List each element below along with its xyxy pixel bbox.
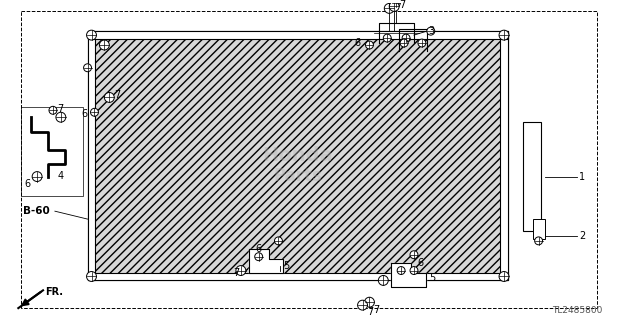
Text: TL2485800: TL2485800 (552, 306, 603, 315)
Circle shape (499, 271, 509, 281)
Polygon shape (249, 249, 284, 273)
Bar (88, 31, 508, 280)
Circle shape (365, 297, 374, 307)
Bar (88, 31, 95, 280)
Text: B-60: B-60 (23, 206, 50, 216)
Circle shape (90, 108, 99, 116)
Polygon shape (391, 263, 426, 287)
Text: 4: 4 (58, 171, 64, 181)
Text: 7: 7 (115, 91, 120, 100)
Circle shape (418, 39, 426, 47)
Text: 6: 6 (417, 258, 423, 268)
Circle shape (383, 34, 391, 42)
Bar (500, 31, 508, 280)
Circle shape (104, 93, 115, 102)
Text: 5: 5 (429, 273, 435, 284)
Circle shape (236, 266, 246, 276)
Text: 5: 5 (284, 261, 290, 271)
Text: FR.: FR. (45, 287, 63, 297)
Circle shape (365, 41, 373, 49)
Text: 6: 6 (256, 244, 262, 254)
Circle shape (384, 4, 394, 13)
Text: 7: 7 (367, 307, 374, 317)
Text: 7: 7 (233, 268, 239, 278)
Circle shape (400, 39, 408, 47)
Text: 2: 2 (579, 231, 586, 241)
Text: 6: 6 (82, 109, 88, 119)
Text: Honda: Honda (262, 146, 333, 165)
Circle shape (255, 253, 262, 261)
Circle shape (275, 237, 282, 245)
Circle shape (358, 300, 367, 310)
Bar (21, 107, 83, 197)
Circle shape (427, 27, 435, 35)
Circle shape (402, 34, 410, 42)
Circle shape (49, 106, 57, 114)
Circle shape (99, 40, 109, 50)
Circle shape (410, 267, 418, 274)
Circle shape (410, 251, 418, 259)
Circle shape (32, 172, 42, 182)
Circle shape (534, 237, 543, 245)
Text: 3: 3 (429, 26, 435, 36)
Text: 6: 6 (355, 38, 361, 48)
Circle shape (84, 64, 92, 72)
Bar (88, 31, 508, 39)
Text: 7: 7 (373, 305, 380, 315)
Bar (88, 272, 508, 280)
Circle shape (499, 30, 509, 40)
Text: 1: 1 (579, 172, 586, 182)
Circle shape (397, 267, 405, 274)
Bar (523, 122, 541, 231)
Circle shape (389, 2, 399, 11)
Circle shape (378, 276, 388, 286)
Circle shape (86, 30, 97, 40)
Circle shape (56, 112, 66, 122)
Text: Parts: Parts (273, 167, 322, 185)
Bar (532, 219, 545, 239)
Text: 6: 6 (24, 180, 30, 189)
Text: 7: 7 (399, 0, 405, 11)
Text: 7: 7 (57, 104, 63, 114)
Circle shape (392, 0, 400, 7)
Circle shape (86, 271, 97, 281)
